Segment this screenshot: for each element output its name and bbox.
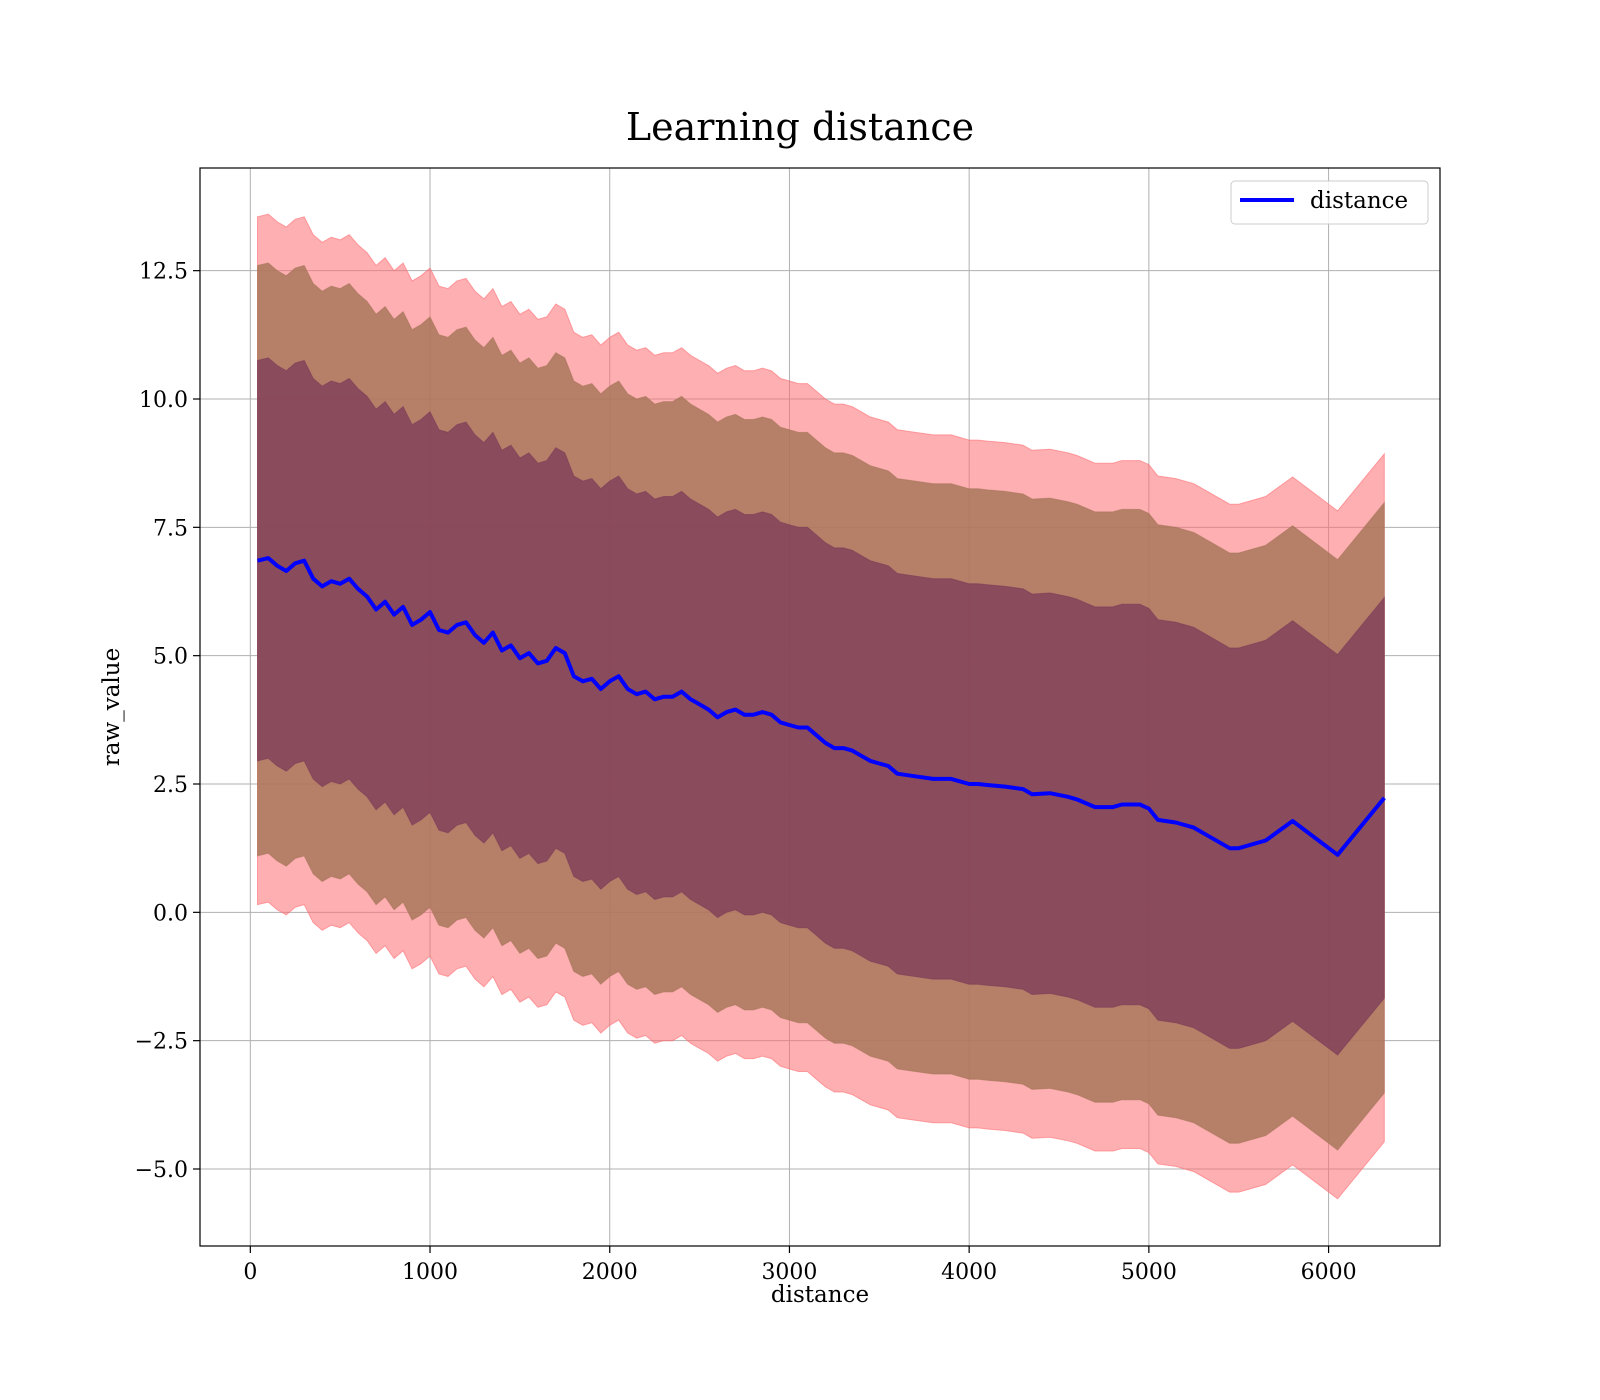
- y-tick-label: 2.5: [153, 773, 188, 798]
- y-axis-ticks: −5.0 −2.5 0.0 2.5 5.0 7.5 10.0 12.5: [135, 260, 200, 1183]
- legend: distance: [1230, 180, 1429, 225]
- x-axis-label: distance: [771, 1282, 869, 1308]
- y-tick-label: 5.0: [153, 645, 188, 670]
- bands: [257, 213, 1385, 1200]
- y-tick-label: −2.5: [135, 1030, 188, 1055]
- x-tick-label: 3000: [761, 1260, 817, 1285]
- series-line-distance: [257, 556, 1386, 857]
- x-axis-ticks: 0 1000 2000 3000 4000 5000 6000: [243, 1246, 1357, 1285]
- band-inner: [257, 357, 1385, 1056]
- x-tick-label: 4000: [941, 1260, 997, 1285]
- y-tick-label: −5.0: [135, 1158, 188, 1183]
- y-tick-label: 12.5: [139, 260, 188, 285]
- chart-title: Learning distance: [626, 105, 974, 149]
- x-tick-label: 0: [243, 1260, 257, 1285]
- x-tick-label: 1000: [402, 1260, 458, 1285]
- x-tick-label: 5000: [1121, 1260, 1177, 1285]
- y-axis-label: raw_value: [99, 648, 125, 766]
- legend-box: [1230, 180, 1429, 225]
- x-tick-label: 6000: [1301, 1260, 1357, 1285]
- y-tick-label: 10.0: [139, 388, 188, 413]
- legend-entry-distance: distance: [1310, 188, 1408, 214]
- lines: [257, 556, 1386, 857]
- x-tick-label: 2000: [582, 1260, 638, 1285]
- y-tick-label: 7.5: [153, 516, 188, 541]
- plot-frame: [199, 167, 1441, 1247]
- y-tick-label: 0.0: [153, 901, 188, 926]
